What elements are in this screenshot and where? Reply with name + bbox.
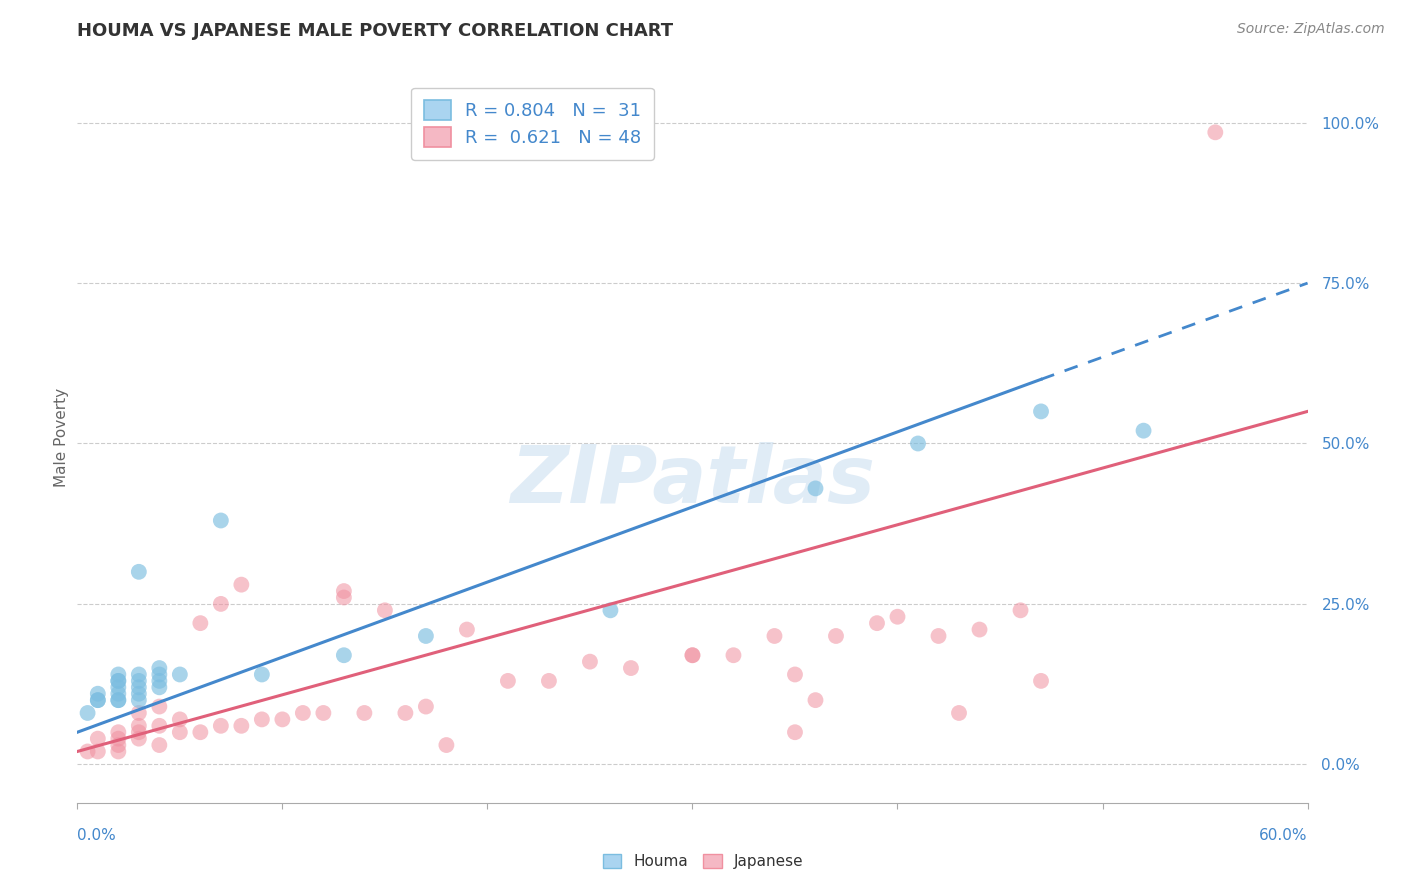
Point — [333, 591, 356, 605]
Point — [353, 706, 375, 720]
Point — [209, 514, 232, 528]
Point — [87, 687, 110, 701]
Point — [128, 681, 150, 695]
Point — [128, 667, 150, 681]
Text: HOUMA VS JAPANESE MALE POVERTY CORRELATION CHART: HOUMA VS JAPANESE MALE POVERTY CORRELATI… — [77, 22, 673, 40]
Point — [928, 629, 950, 643]
Point — [107, 681, 129, 695]
Legend: R = 0.804   N =  31, R =  0.621   N = 48: R = 0.804 N = 31, R = 0.621 N = 48 — [411, 87, 654, 160]
Point — [886, 609, 908, 624]
Point — [169, 667, 191, 681]
Point — [169, 725, 191, 739]
Point — [87, 693, 110, 707]
Text: ZIPatlas: ZIPatlas — [510, 442, 875, 520]
Point — [948, 706, 970, 720]
Point — [148, 661, 170, 675]
Point — [436, 738, 458, 752]
Point — [723, 648, 745, 663]
Point — [128, 565, 150, 579]
Point — [415, 699, 437, 714]
Point — [620, 661, 643, 675]
Point — [107, 725, 129, 739]
Point — [250, 712, 273, 726]
Point — [148, 738, 170, 752]
Point — [87, 744, 110, 758]
Point — [107, 667, 129, 681]
Point — [312, 706, 335, 720]
Point — [763, 629, 786, 643]
Point — [579, 655, 602, 669]
Point — [537, 673, 560, 688]
Point — [496, 673, 519, 688]
Point — [231, 577, 253, 591]
Point — [333, 584, 356, 599]
Point — [825, 629, 848, 643]
Point — [866, 616, 889, 631]
Point — [250, 667, 273, 681]
Point — [374, 603, 396, 617]
Point — [148, 719, 170, 733]
Point — [128, 693, 150, 707]
Legend: Houma, Japanese: Houma, Japanese — [596, 848, 810, 875]
Text: Source: ZipAtlas.com: Source: ZipAtlas.com — [1237, 22, 1385, 37]
Point — [128, 706, 150, 720]
Text: 60.0%: 60.0% — [1260, 829, 1308, 844]
Point — [188, 616, 212, 631]
Point — [783, 667, 806, 681]
Point — [682, 648, 704, 663]
Point — [1132, 424, 1154, 438]
Point — [87, 731, 110, 746]
Point — [107, 738, 129, 752]
Point — [107, 693, 129, 707]
Point — [271, 712, 294, 726]
Point — [209, 597, 232, 611]
Point — [107, 687, 129, 701]
Point — [188, 725, 212, 739]
Point — [148, 681, 170, 695]
Point — [456, 623, 478, 637]
Point — [107, 731, 129, 746]
Point — [1029, 404, 1052, 418]
Point — [107, 673, 129, 688]
Point — [804, 693, 827, 707]
Point — [209, 719, 232, 733]
Text: 0.0%: 0.0% — [77, 829, 117, 844]
Point — [907, 436, 929, 450]
Point — [1029, 673, 1052, 688]
Point — [394, 706, 416, 720]
Point — [148, 673, 170, 688]
Point — [804, 482, 827, 496]
Point — [599, 603, 621, 617]
Point — [128, 725, 150, 739]
Point — [682, 648, 704, 663]
Point — [148, 699, 170, 714]
Point — [148, 667, 170, 681]
Point — [333, 648, 356, 663]
Point — [128, 731, 150, 746]
Point — [783, 725, 806, 739]
Point — [1010, 603, 1032, 617]
Y-axis label: Male Poverty: Male Poverty — [53, 387, 69, 487]
Point — [128, 719, 150, 733]
Point — [291, 706, 314, 720]
Point — [107, 744, 129, 758]
Point — [107, 693, 129, 707]
Point — [87, 693, 110, 707]
Point — [128, 687, 150, 701]
Point — [76, 744, 98, 758]
Point — [1204, 125, 1226, 139]
Point — [107, 673, 129, 688]
Point — [76, 706, 98, 720]
Point — [969, 623, 991, 637]
Point — [128, 673, 150, 688]
Point — [231, 719, 253, 733]
Point — [169, 712, 191, 726]
Point — [415, 629, 437, 643]
